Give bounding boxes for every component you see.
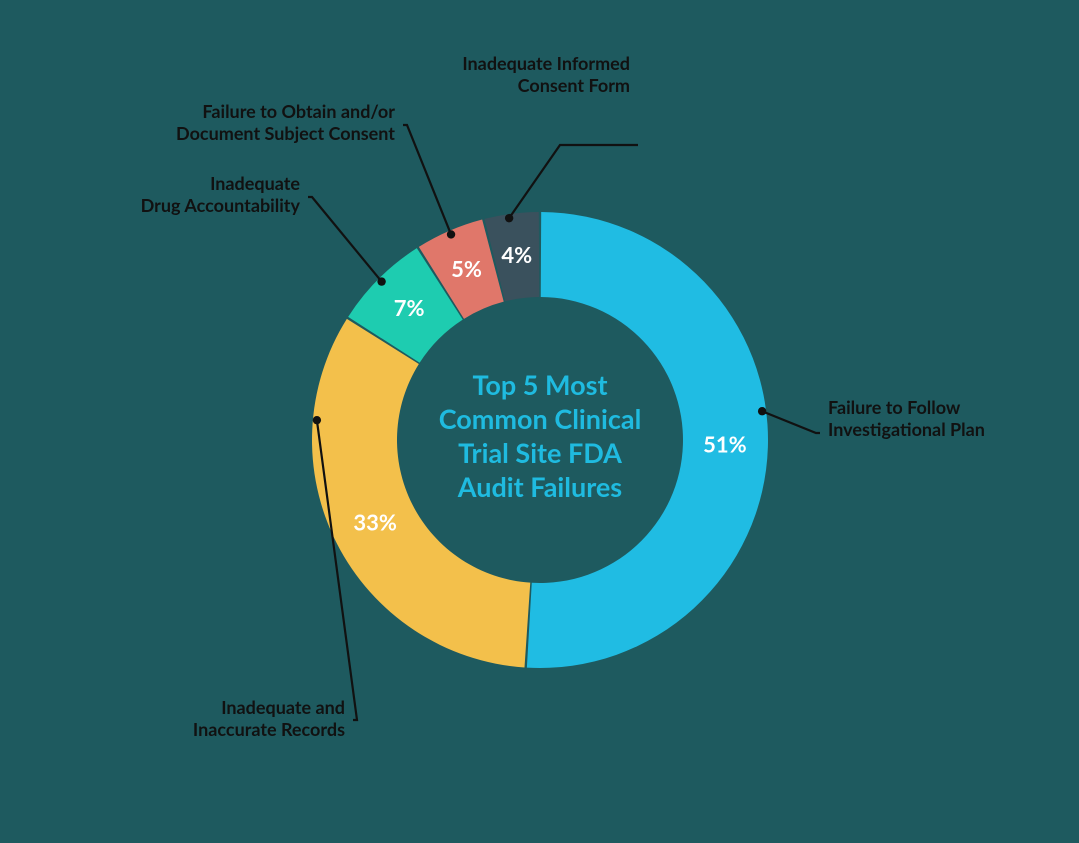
center-title: Top 5 MostCommon ClinicalTrial Site FDAA… [439,368,642,503]
leader-dot-informed-consent-form [505,214,513,222]
pct-informed-consent-form: 4% [501,241,532,268]
pct-drug-accountability: 7% [394,294,425,321]
leader-document-consent [403,125,451,234]
leader-failure-follow-plan [762,411,820,433]
leader-dot-failure-follow-plan [758,407,766,415]
label-document-consent: Failure to Obtain and/orDocument Subject… [176,100,395,144]
pct-inadequate-records: 33% [353,509,397,536]
label-drug-accountability: InadequateDrug Accountability [141,172,301,216]
label-informed-consent-form: Inadequate InformedConsent Form [462,52,630,96]
leader-dot-document-consent [447,230,455,238]
label-inadequate-records: Inadequate andInaccurate Records [193,696,345,740]
donut-chart: Failure to FollowInvestigational Plan Ina… [0,0,1079,843]
label-failure-follow-plan: Failure to FollowInvestigational Plan [828,396,985,440]
pct-failure-follow-plan: 51% [703,430,747,457]
pct-document-consent: 5% [451,255,482,282]
chart-stage: Failure to FollowInvestigational Plan Ina… [0,0,1079,843]
leader-dot-drug-accountability [377,277,385,285]
leader-drug-accountability [308,197,382,282]
leader-dot-inadequate-records [313,416,321,424]
leader-informed-consent-form [509,145,638,218]
